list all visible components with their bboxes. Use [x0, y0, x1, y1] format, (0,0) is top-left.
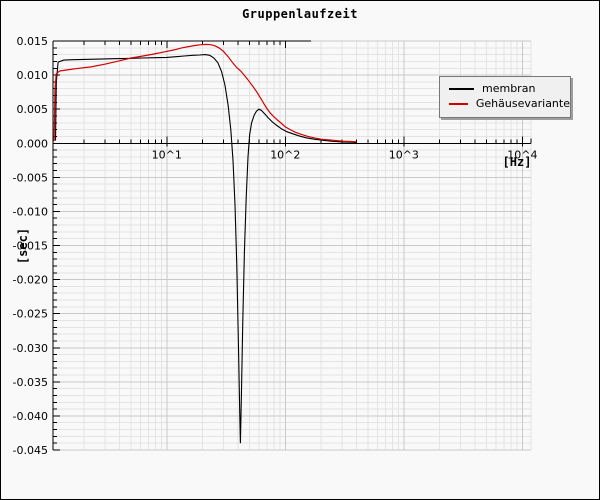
y-tick-label: 0.015 [17, 35, 49, 48]
series-line [53, 43, 357, 143]
y-tick-label: -0.005 [13, 171, 48, 184]
x-tick-label: 10^1 [152, 148, 182, 161]
curve-gehaeusevariante [53, 43, 357, 143]
legend-label: membran [482, 82, 536, 95]
y-tick-label: -0.035 [13, 376, 48, 389]
tick-marks [53, 40, 532, 451]
legend-line-sample [449, 88, 474, 90]
y-tick-label: -0.040 [13, 410, 48, 423]
y-tick-label: 0.005 [17, 103, 49, 116]
x-tick-label: 10^2 [270, 148, 300, 161]
series-line [54, 54, 357, 444]
grid-major [53, 40, 531, 451]
y-tick-label: -0.025 [13, 308, 48, 321]
chart-title: Gruppenlaufzeit [242, 7, 358, 21]
legend-item: Gehäusevariante [449, 97, 570, 111]
curve-membran [54, 54, 357, 444]
legend-item: membran [449, 82, 570, 96]
legend-label: Gehäusevariante [475, 97, 570, 110]
y-tick-label: -0.045 [13, 444, 48, 457]
y-tick-label: 0.010 [17, 69, 49, 82]
x-tick-labels: 10^1 10^2 10^3 10^4 [152, 148, 538, 161]
y-tick-label: -0.030 [13, 342, 48, 355]
legend: membran Gehäusevariante [439, 76, 571, 118]
y-tick-label: 0.000 [17, 137, 49, 150]
y-tick-labels: 0.015 0.010 0.005 0.000 -0.005 -0.010 -0.015 -0… [13, 35, 48, 457]
x-tick-label: 10^3 [389, 148, 419, 161]
y-tick-label: -0.020 [13, 274, 48, 287]
y-axis-unit-label: [sec] [16, 227, 30, 265]
y-tick-label: -0.015 [13, 240, 48, 253]
x-axis-unit-label: [Hz] [502, 155, 532, 169]
legend-line-sample [449, 103, 468, 105]
x-tick-label: 10^4 [507, 148, 537, 161]
y-tick-label: -0.010 [13, 205, 48, 218]
